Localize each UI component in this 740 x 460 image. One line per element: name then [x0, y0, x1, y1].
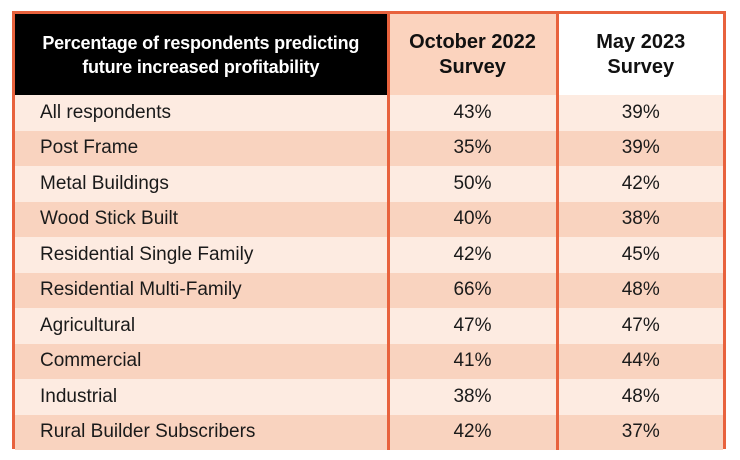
october-2022-value-cell: 42% [386, 414, 557, 450]
may-2023-value-cell: 42% [555, 166, 723, 202]
table-row: Residential Multi-Family 66% 48% [15, 272, 723, 308]
may-2023-value-cell: 44% [555, 343, 723, 379]
table-row: All respondents 43% 39% [15, 95, 723, 131]
row-label-cell: Metal Buildings [15, 166, 388, 202]
table-body: All respondents 43% 39% Post Frame 35% 39% Met… [15, 95, 723, 450]
header-label-cell: Percentage of respondents predicting fut… [15, 14, 388, 95]
may-2023-value-cell: 47% [555, 308, 723, 344]
october-2022-value-cell: 50% [386, 166, 557, 202]
row-label-cell: Residential Multi-Family [15, 272, 388, 308]
profitability-table-frame: Percentage of respondents predicting fut… [12, 11, 726, 450]
table-row: Industrial 38% 48% [15, 379, 723, 415]
may-2023-value-cell: 48% [555, 272, 723, 308]
table-row: Residential Single Family 42% 45% [15, 237, 723, 273]
table-row: Rural Builder Subscribers 42% 37% [15, 414, 723, 450]
may-2023-value-cell: 38% [555, 201, 723, 237]
row-label-cell: Residential Single Family [15, 237, 388, 273]
header-october-2022-cell: October 2022 Survey [386, 14, 557, 95]
may-2023-value-cell: 48% [555, 379, 723, 415]
may-2023-value-cell: 37% [555, 414, 723, 450]
row-label-cell: Industrial [15, 379, 388, 415]
table-row: Metal Buildings 50% 42% [15, 166, 723, 202]
october-2022-value-cell: 43% [386, 95, 557, 131]
header-may-2023-cell: May 2023 Survey [555, 14, 723, 95]
may-2023-value-cell: 39% [555, 95, 723, 131]
table-row: Commercial 41% 44% [15, 343, 723, 379]
profitability-table: Percentage of respondents predicting fut… [15, 14, 723, 450]
may-2023-value-cell: 45% [555, 237, 723, 273]
row-label-cell: Rural Builder Subscribers [15, 414, 388, 450]
table-row: Wood Stick Built 40% 38% [15, 201, 723, 237]
october-2022-value-cell: 35% [386, 130, 557, 166]
header-row: Percentage of respondents predicting fut… [15, 14, 723, 95]
may-2023-value-cell: 39% [555, 130, 723, 166]
table-row: Agricultural 47% 47% [15, 308, 723, 344]
row-label-cell: Wood Stick Built [15, 201, 388, 237]
october-2022-value-cell: 66% [386, 272, 557, 308]
row-label-cell: Post Frame [15, 130, 388, 166]
table-row: Post Frame 35% 39% [15, 130, 723, 166]
row-label-cell: Agricultural [15, 308, 388, 344]
row-label-cell: Commercial [15, 343, 388, 379]
october-2022-value-cell: 41% [386, 343, 557, 379]
october-2022-value-cell: 47% [386, 308, 557, 344]
october-2022-value-cell: 38% [386, 379, 557, 415]
october-2022-value-cell: 40% [386, 201, 557, 237]
row-label-cell: All respondents [15, 95, 388, 131]
october-2022-value-cell: 42% [386, 237, 557, 273]
